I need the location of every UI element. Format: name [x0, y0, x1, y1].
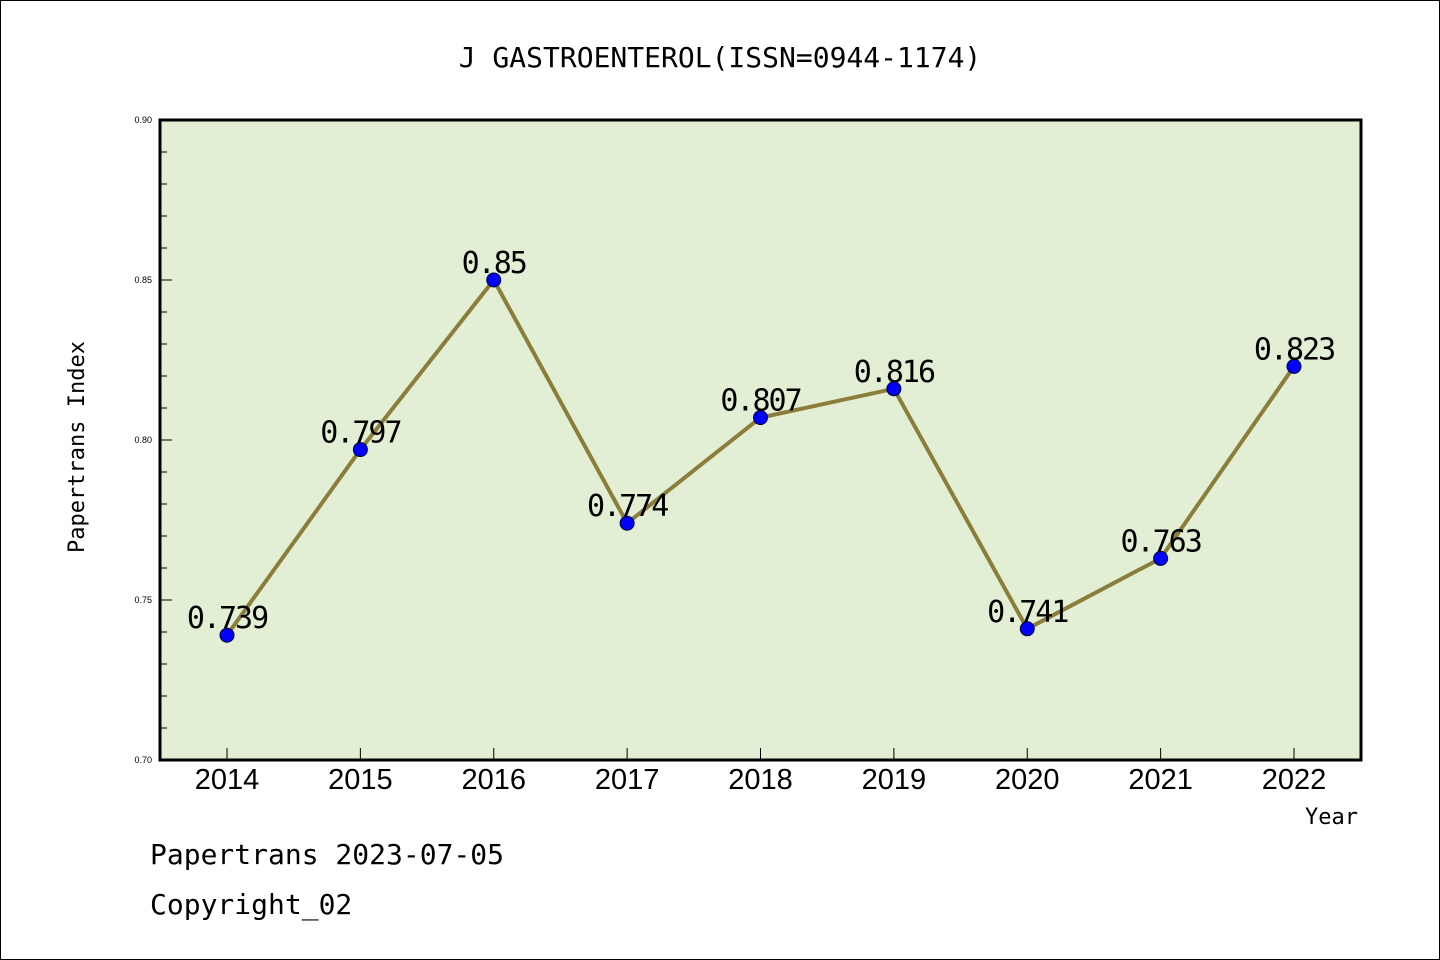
y-tick-label: 0.70 [134, 755, 152, 765]
data-labels: 0.739 0.797 0.85 0.774 0.807 0.816 0.741 0.763 0… [187, 246, 1336, 636]
y-tick-label: 0.90 [134, 115, 152, 125]
data-label: 0.797 [320, 416, 400, 451]
footer-date: Papertrans 2023-07-05 [150, 838, 504, 871]
data-point [886, 381, 902, 397]
data-label: 0.85 [462, 246, 526, 281]
data-point [219, 627, 235, 643]
data-point [1019, 621, 1035, 637]
y-tick-label: 0.80 [134, 435, 152, 445]
data-label: 0.739 [187, 601, 268, 636]
data-label: 0.763 [1120, 524, 1200, 559]
data-point [352, 442, 368, 458]
data-label: 0.807 [720, 384, 800, 419]
x-tick-label: 2020 [995, 764, 1060, 796]
x-tick-label: 2018 [728, 764, 793, 796]
data-label: 0.741 [987, 595, 1068, 630]
plot-area [158, 118, 1363, 762]
x-tick-label: 2017 [595, 764, 660, 796]
y-axis: 0.70 0.75 0.80 0.85 0.90 [134, 115, 172, 765]
y-axis-label: Papertrans Index [65, 341, 90, 553]
x-tick-label: 2019 [862, 764, 927, 796]
data-label: 0.774 [587, 489, 668, 524]
x-axis: 2014 2015 2016 2017 2018 2019 2020 2021 2022 [195, 748, 1327, 796]
data-point [486, 272, 502, 288]
chart-title: J GASTROENTEROL(ISSN=0944-1174) [459, 41, 982, 74]
y-tick-label: 0.75 [134, 595, 152, 605]
footer-copyright: Copyright_02 [150, 888, 352, 922]
x-tick-label: 2016 [461, 764, 526, 796]
x-tick-label: 2021 [1128, 764, 1193, 796]
y-tick-label: 0.85 [134, 275, 152, 285]
x-tick-label: 2015 [328, 764, 393, 796]
x-tick-label: 2022 [1262, 764, 1327, 796]
x-tick-label: 2014 [195, 764, 260, 796]
data-point [1286, 358, 1302, 374]
series-markers [219, 272, 1302, 643]
data-point [619, 515, 635, 531]
data-point [1153, 550, 1169, 566]
data-label: 0.823 [1254, 332, 1334, 367]
data-point [753, 410, 768, 426]
data-label: 0.816 [854, 355, 935, 390]
x-axis-label: Year [1305, 805, 1358, 830]
